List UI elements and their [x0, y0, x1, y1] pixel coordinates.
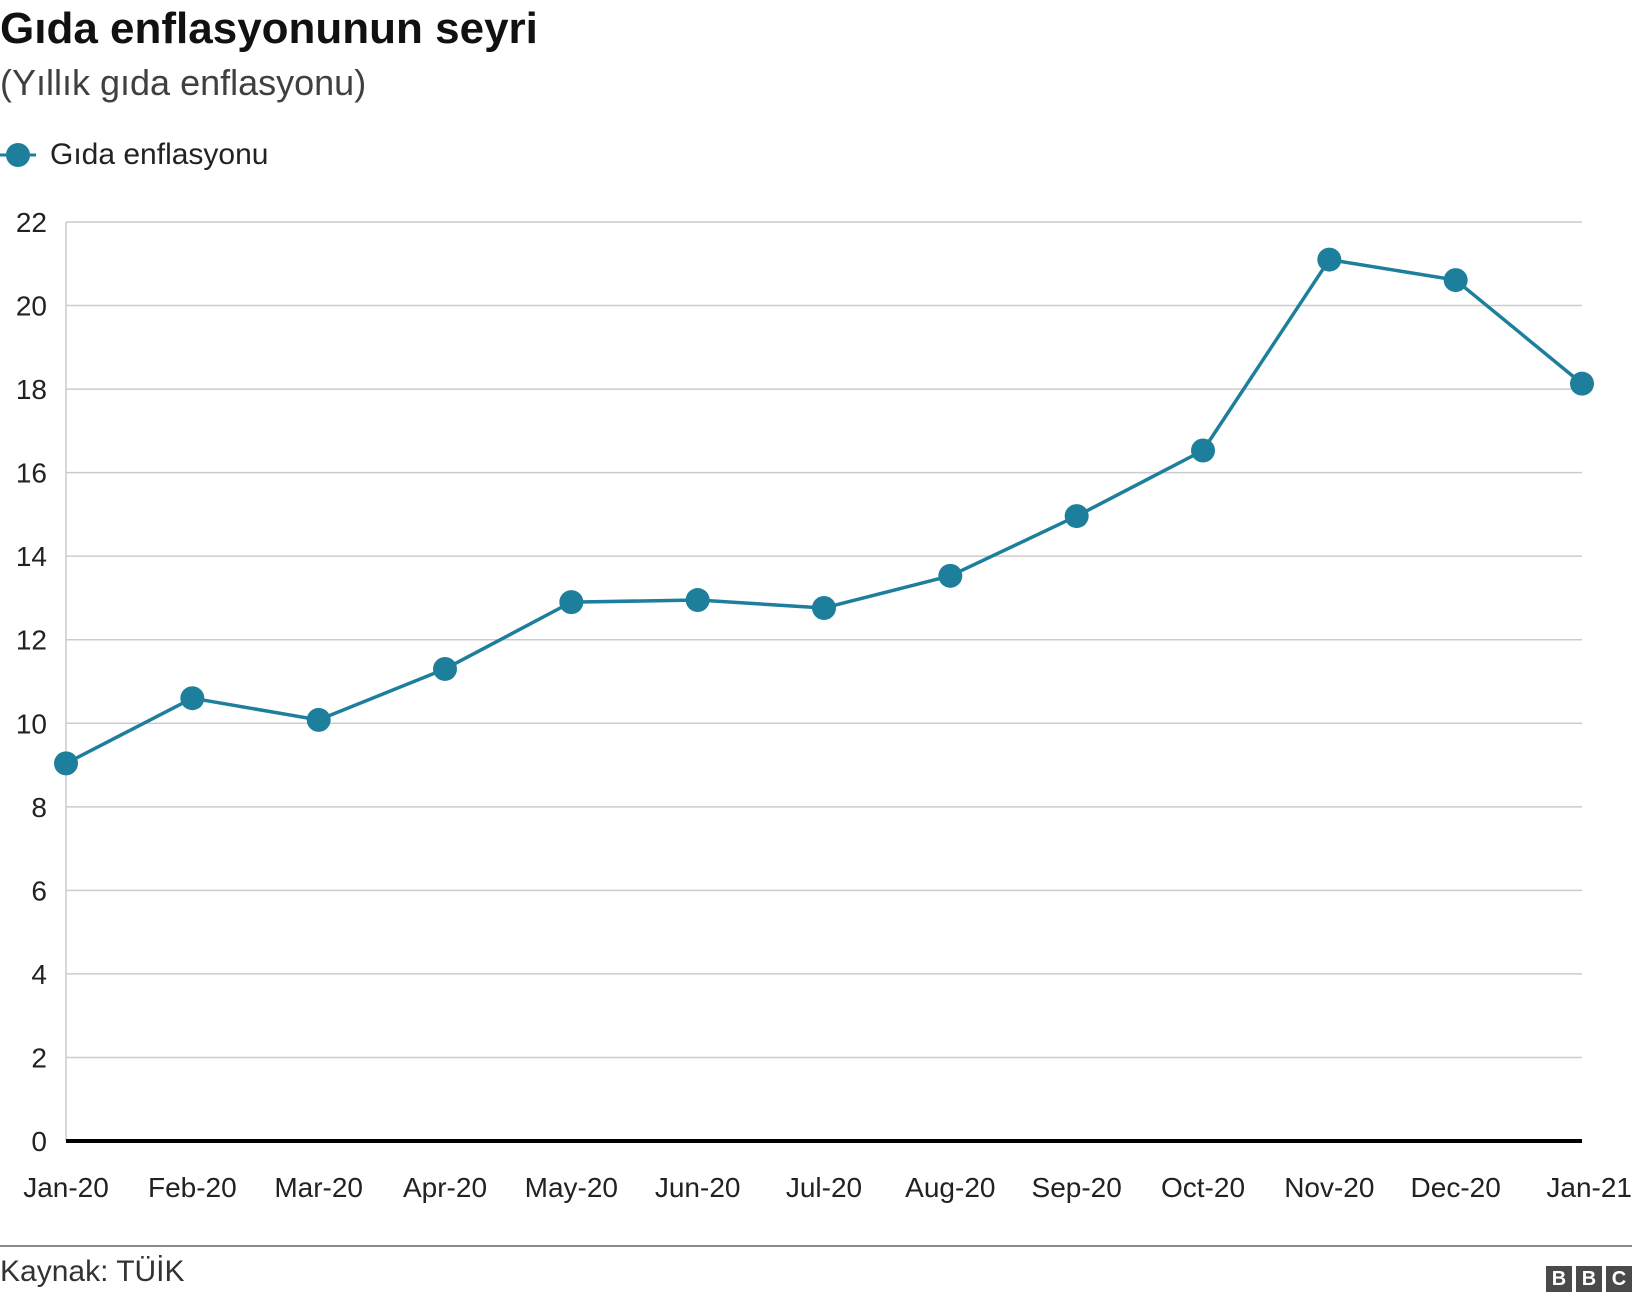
bbc-logo: B B C — [1546, 1266, 1632, 1292]
data-point — [1443, 268, 1468, 293]
y-tick-label: 6 — [31, 875, 47, 906]
logo-letter: C — [1606, 1266, 1632, 1292]
x-tick-label: Feb-20 — [148, 1172, 237, 1203]
x-tick-label: Jan-21 — [1546, 1172, 1632, 1203]
y-tick-label: 0 — [31, 1126, 47, 1157]
logo-letter: B — [1546, 1266, 1572, 1292]
y-tick-label: 14 — [16, 541, 47, 572]
data-point — [54, 751, 78, 776]
data-point — [1064, 504, 1089, 529]
x-tick-label: Oct-20 — [1161, 1172, 1245, 1203]
data-point — [1570, 371, 1594, 396]
series-line — [65, 257, 1584, 765]
legend-marker-icon — [0, 143, 36, 167]
x-tick-label: Jun-20 — [655, 1172, 741, 1203]
y-tick-label: 16 — [16, 458, 47, 489]
legend-label: Gıda enflasyonu — [50, 138, 269, 171]
data-point — [559, 590, 584, 615]
x-tick-label: Jul-20 — [786, 1172, 862, 1203]
x-tick-label: May-20 — [525, 1172, 618, 1203]
source-text: Kaynak: TÜİK — [0, 1255, 185, 1288]
y-tick-label: 8 — [31, 792, 47, 823]
x-tick-label: Mar-20 — [274, 1172, 363, 1203]
y-tick-label: 20 — [16, 291, 47, 322]
x-tick-label: Jan-20 — [23, 1172, 109, 1203]
chart-subtitle: (Yıllık gıda enflasyonu) — [0, 62, 367, 103]
y-tick-label: 18 — [16, 374, 47, 405]
x-tick-label: Nov-20 — [1284, 1172, 1374, 1203]
data-point — [1191, 438, 1215, 463]
y-tick-label: 22 — [16, 207, 47, 238]
x-tick-label: Sep-20 — [1032, 1172, 1122, 1203]
data-point — [306, 707, 331, 732]
data-point — [433, 656, 457, 681]
data-point — [938, 563, 963, 588]
data-point — [685, 588, 710, 613]
y-tick-label: 2 — [31, 1042, 47, 1073]
chart-title: Gıda enflasyonunun seyri — [0, 4, 538, 53]
data-point — [1317, 247, 1342, 272]
x-tick-label: Aug-20 — [905, 1172, 995, 1203]
x-tick-label: Dec-20 — [1411, 1172, 1501, 1203]
x-tick-label: Apr-20 — [403, 1172, 487, 1203]
y-tick-label: 12 — [16, 625, 47, 656]
y-tick-label: 4 — [31, 959, 47, 990]
legend: Gıda enflasyonu — [0, 135, 268, 175]
footer-divider — [0, 1245, 1632, 1247]
logo-letter: B — [1576, 1266, 1602, 1292]
data-point — [180, 686, 205, 711]
data-point — [812, 595, 836, 620]
y-tick-label: 10 — [16, 708, 47, 739]
line-chart: 0 2 4 6 8 10 12 14 16 18 20 22 Jan-20 Feb-20 Mar-20 Apr… — [16, 207, 1632, 1203]
